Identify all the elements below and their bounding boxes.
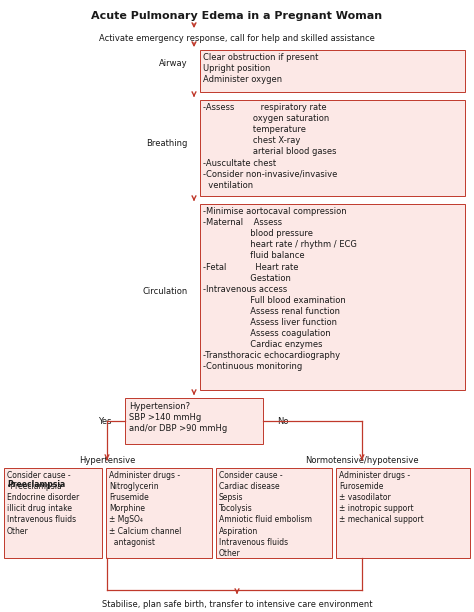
Text: Stabilise, plan safe birth, transfer to intensive care environment: Stabilise, plan safe birth, transfer to … xyxy=(102,600,372,609)
FancyBboxPatch shape xyxy=(200,204,465,390)
Text: Hypertensive: Hypertensive xyxy=(79,456,135,465)
FancyBboxPatch shape xyxy=(200,50,465,92)
Text: No: No xyxy=(277,417,289,425)
FancyBboxPatch shape xyxy=(200,100,465,196)
Text: Consider cause -
Cardiac disease
Sepsis
Tocolysis
Amniotic fluid embolism
Aspira: Consider cause - Cardiac disease Sepsis … xyxy=(219,471,312,558)
Text: Administer drugs -
Furosemide
± vasodilator
± inotropic support
± mechanical sup: Administer drugs - Furosemide ± vasodila… xyxy=(339,471,424,524)
FancyBboxPatch shape xyxy=(4,468,102,558)
FancyBboxPatch shape xyxy=(106,468,212,558)
Text: Breathing: Breathing xyxy=(146,140,188,149)
FancyBboxPatch shape xyxy=(125,398,263,444)
Text: Consider cause -
•Preeclampsia
Endocrine disorder
illicit drug intake
Intravenou: Consider cause - •Preeclampsia Endocrine… xyxy=(7,471,79,536)
Text: Acute Pulmonary Edema in a Pregnant Woman: Acute Pulmonary Edema in a Pregnant Woma… xyxy=(91,11,383,21)
Text: Airway: Airway xyxy=(159,59,188,69)
Text: Normotensive/hypotensive: Normotensive/hypotensive xyxy=(305,456,419,465)
FancyBboxPatch shape xyxy=(216,468,332,558)
Text: Preeclampsia: Preeclampsia xyxy=(7,480,65,489)
Text: -Minimise aortocaval compression
-Maternal    Assess
                  blood pre: -Minimise aortocaval compression -Matern… xyxy=(203,207,357,371)
Text: Clear obstruction if present
Upright position
Administer oxygen: Clear obstruction if present Upright pos… xyxy=(203,53,319,84)
FancyBboxPatch shape xyxy=(336,468,470,558)
Text: Activate emergency response, call for help and skilled assistance: Activate emergency response, call for he… xyxy=(99,34,375,43)
Text: Hypertension?
SBP >140 mmHg
and/or DBP >90 mmHg: Hypertension? SBP >140 mmHg and/or DBP >… xyxy=(129,402,227,433)
Text: Yes: Yes xyxy=(98,417,112,425)
Text: Administer drugs -
Nitroglycerin
Frusemide
Morphine
± MgSO₄
± Calcium channel
  : Administer drugs - Nitroglycerin Frusemi… xyxy=(109,471,182,547)
Text: Circulation: Circulation xyxy=(143,288,188,296)
Text: -Assess          respiratory rate
                   oxygen saturation
         : -Assess respiratory rate oxygen saturati… xyxy=(203,103,337,190)
